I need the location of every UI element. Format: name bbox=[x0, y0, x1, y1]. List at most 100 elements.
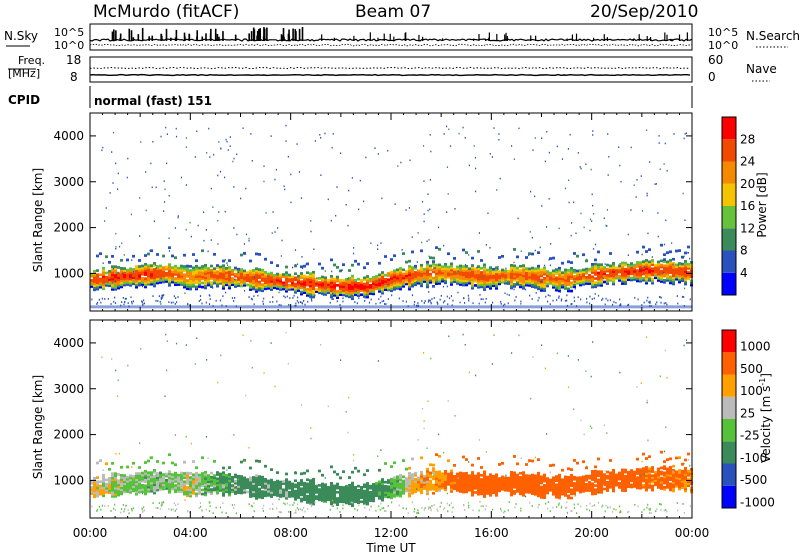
velocity-cell bbox=[636, 458, 639, 461]
velocity-cell bbox=[498, 463, 501, 466]
noise-spike bbox=[151, 36, 153, 41]
velocity-cell bbox=[120, 466, 123, 469]
power-cell bbox=[144, 277, 147, 280]
power-cell bbox=[228, 259, 231, 262]
noise-left-label: N.Sky bbox=[4, 29, 38, 43]
noise-panel: N.Sky 10^5 10^0 10^5 10^0 N.Search bbox=[4, 24, 800, 52]
freq-panel: Freq. [MHz] 18 8 60 0 Nave bbox=[8, 53, 777, 84]
power-cell bbox=[99, 273, 102, 276]
power-speckle bbox=[225, 292, 226, 294]
power-speckle bbox=[295, 249, 296, 251]
velocity-cell bbox=[555, 483, 558, 486]
velocity-cell bbox=[231, 476, 234, 479]
power-speckle bbox=[666, 304, 667, 306]
velocity-cell bbox=[579, 476, 582, 479]
velocity-cell bbox=[396, 475, 399, 478]
power-cell bbox=[123, 267, 126, 270]
velocity-cell bbox=[294, 479, 297, 482]
power-speckle bbox=[647, 297, 648, 299]
power-speckle bbox=[601, 299, 602, 301]
power-cell bbox=[363, 277, 366, 280]
power-speckle bbox=[383, 300, 384, 302]
power-speckle bbox=[657, 212, 658, 214]
velocity-cell bbox=[108, 477, 111, 480]
power-cell bbox=[291, 276, 294, 279]
velocity-cell bbox=[453, 464, 456, 467]
power-speckle bbox=[591, 169, 592, 171]
noise-spike bbox=[215, 29, 217, 41]
power-speckle bbox=[154, 220, 155, 222]
power-speckle bbox=[656, 183, 657, 185]
velocity-cell bbox=[108, 468, 111, 471]
velocity-cell bbox=[180, 472, 183, 475]
power-speckle bbox=[225, 259, 226, 261]
power-speckle bbox=[444, 300, 445, 302]
power-speckle bbox=[417, 302, 418, 304]
velocity-cell bbox=[306, 483, 309, 486]
power-speckle bbox=[656, 301, 657, 303]
power-speckle bbox=[465, 137, 466, 139]
power-speckle bbox=[573, 201, 574, 203]
power-cell bbox=[363, 266, 366, 269]
velocity-cell bbox=[216, 477, 219, 480]
power-cell bbox=[594, 259, 597, 262]
power-cell bbox=[471, 264, 474, 267]
velocity-speckle bbox=[316, 484, 317, 486]
velocity-cell bbox=[570, 468, 573, 471]
velocity-cell bbox=[531, 460, 534, 463]
power-speckle bbox=[595, 293, 596, 295]
power-speckle bbox=[671, 242, 672, 244]
velocity-cell bbox=[99, 485, 102, 488]
power-speckle bbox=[228, 149, 229, 151]
power-speckle bbox=[640, 268, 641, 270]
power-cell bbox=[456, 266, 459, 269]
velocity-cell bbox=[300, 479, 303, 482]
power-speckle bbox=[112, 182, 113, 184]
power-speckle bbox=[206, 229, 207, 231]
velocity-cell bbox=[594, 470, 597, 473]
power-speckle bbox=[212, 206, 213, 208]
velocity-speckle bbox=[493, 334, 494, 336]
power-speckle bbox=[580, 299, 581, 301]
power-cell bbox=[210, 265, 213, 268]
power-ytick-label: 1000 bbox=[53, 266, 84, 280]
power-speckle bbox=[218, 141, 219, 143]
velocity-cell bbox=[531, 474, 534, 477]
power-speckle bbox=[475, 168, 476, 170]
velocity-speckle bbox=[565, 507, 566, 509]
power-speckle bbox=[544, 265, 545, 267]
power-speckle bbox=[547, 301, 548, 303]
velocity-speckle bbox=[340, 359, 341, 361]
power-cell bbox=[384, 278, 387, 281]
velocity-cell bbox=[525, 463, 528, 466]
power-cell bbox=[261, 283, 264, 286]
power-speckle bbox=[630, 209, 631, 211]
noise-spike bbox=[687, 32, 688, 41]
power-speckle bbox=[276, 301, 277, 303]
power-speckle bbox=[323, 294, 324, 296]
velocity-cell bbox=[516, 474, 519, 477]
power-speckle bbox=[387, 150, 388, 152]
power-cell bbox=[132, 255, 135, 258]
power-speckle bbox=[281, 255, 282, 257]
power-cell bbox=[135, 265, 138, 268]
power-speckle bbox=[263, 181, 264, 183]
power-speckle bbox=[287, 296, 288, 298]
velocity-cell bbox=[360, 500, 363, 503]
power-speckle bbox=[454, 208, 455, 210]
velocity-cell bbox=[366, 482, 369, 485]
power-speckle bbox=[421, 300, 422, 302]
velocity-cell bbox=[588, 475, 591, 478]
velocity-cell bbox=[573, 459, 576, 462]
power-cell bbox=[594, 277, 597, 280]
power-cell bbox=[513, 264, 516, 267]
power-cell bbox=[519, 269, 522, 272]
power-speckle bbox=[647, 195, 648, 197]
velocity-cell bbox=[336, 483, 339, 486]
velocity-speckle bbox=[377, 455, 378, 457]
power-cell bbox=[264, 271, 267, 274]
power-cell bbox=[276, 264, 279, 267]
velocity-cell bbox=[660, 471, 663, 474]
power-cell bbox=[639, 261, 642, 264]
velocity-cell bbox=[366, 469, 369, 472]
